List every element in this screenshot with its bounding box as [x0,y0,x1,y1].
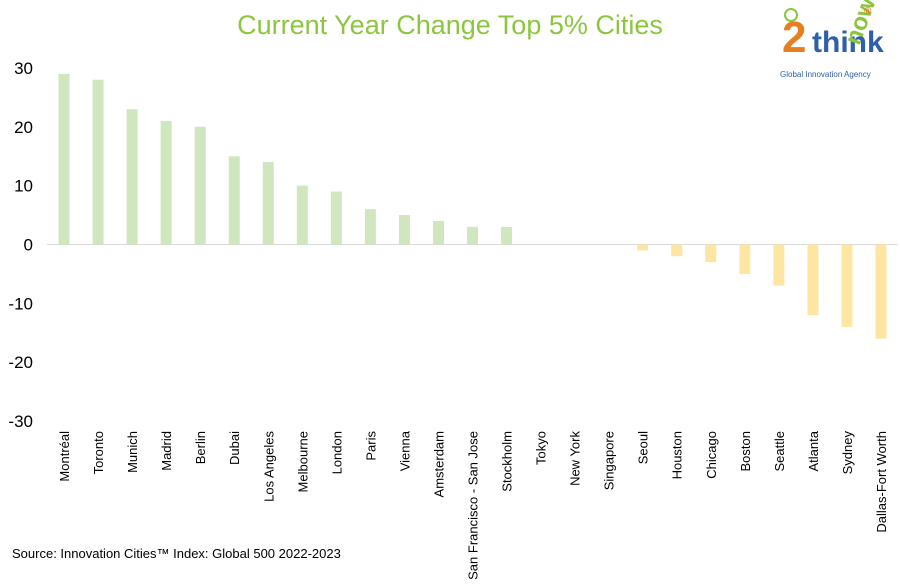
bar [126,109,138,245]
bar [637,244,649,251]
bar [330,191,342,245]
bar [228,156,240,245]
x-tick-label: Houston [670,431,685,479]
bar [262,162,274,245]
bar [296,185,308,245]
logo-think: think [812,26,884,59]
bar [432,220,444,245]
x-tick-label: Toronto [91,431,106,474]
bar [875,244,887,339]
bar [194,126,206,245]
x-tick-label: Melbourne [295,431,310,492]
x-tick-label: Seattle [772,431,787,471]
bar [841,244,853,327]
x-tick-label: Atlanta [806,430,821,471]
y-tick-label: -20 [8,353,33,372]
brand-logo: 2 think now ® Global Innovation Agency [778,0,890,86]
lightbulb-icon [784,8,798,22]
x-tick-label: Singapore [602,431,617,490]
bar [671,244,683,257]
x-tick-label: Berlin [193,431,208,464]
x-tick-label: San Francisco - San Jose [466,431,481,580]
logo-registered: ® [864,6,872,17]
bar [398,215,410,245]
x-tick-label: Stockholm [500,431,515,492]
x-tick-label: Sydney [840,431,855,475]
x-tick-label: New York [568,431,583,486]
y-tick-label: 30 [14,59,33,78]
bar [739,244,751,274]
bar [467,226,478,245]
x-tick-label: Montréal [57,431,72,482]
y-tick-label: 10 [14,177,33,196]
x-tick-label: Boston [738,431,753,471]
bar [364,209,376,245]
bar [92,79,104,245]
chart-title: Current Year Change Top 5% Cities [237,10,663,40]
logo-2: 2 [782,13,807,62]
x-tick-label: Los Angeles [261,431,276,502]
bar [705,244,717,263]
x-tick-label: Paris [363,431,378,461]
x-tick-label: Dallas-Fort Worth [874,431,889,533]
bar [773,244,785,286]
logo-tagline: Global Innovation Agency [780,70,871,79]
y-tick-label: -30 [8,412,33,431]
x-tick-label: Tokyo [534,431,549,465]
x-tick-label: Seoul [636,431,651,464]
x-tick-label: Amsterdam [431,431,446,497]
y-tick-label: 0 [24,236,33,255]
bar [501,226,513,245]
y-tick-label: -10 [8,294,33,313]
x-tick-label: London [329,431,344,474]
bar [160,120,172,245]
x-tick-label: Madrid [159,431,174,471]
y-tick-label: 20 [14,118,33,137]
bar [58,73,70,245]
x-tick-label: Munich [125,431,140,473]
x-tick-label: Dubai [227,431,242,465]
bar [807,244,819,316]
source-note: Source: Innovation Cities™ Index: Global… [12,546,341,561]
x-tick-label: Chicago [704,431,719,479]
x-tick-label: Vienna [397,430,412,471]
